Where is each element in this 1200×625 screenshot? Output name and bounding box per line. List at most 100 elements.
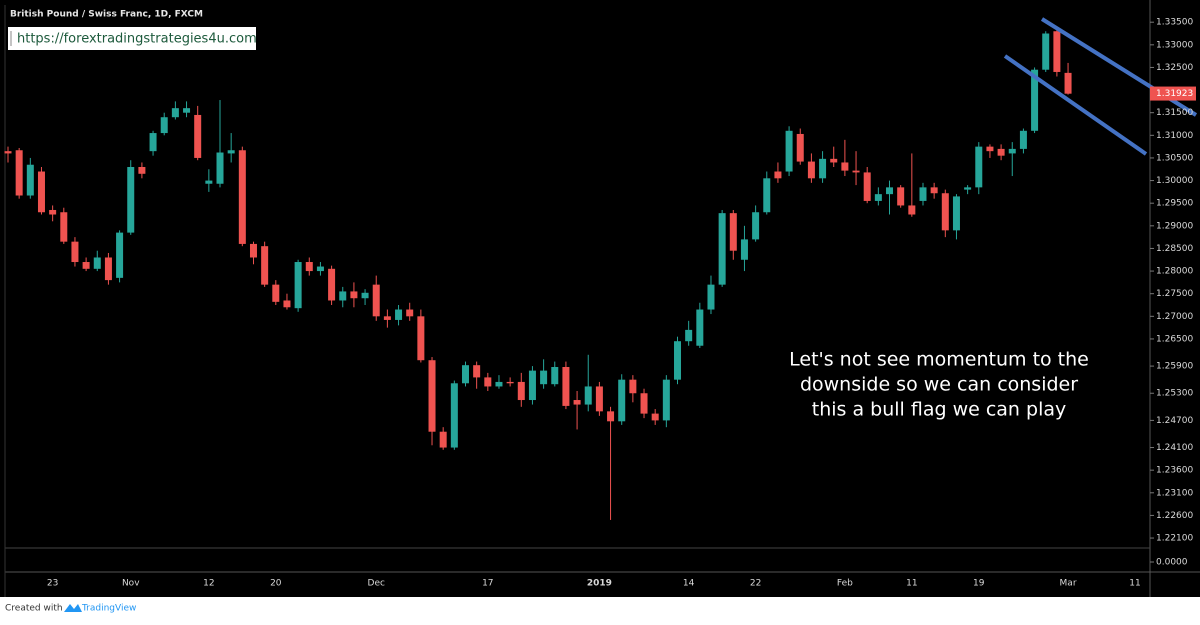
y-tick-label: 1.33500 bbox=[1156, 18, 1193, 28]
candle-body bbox=[1053, 31, 1061, 72]
candle-body bbox=[160, 117, 168, 134]
candle-body bbox=[819, 158, 827, 179]
candle-body bbox=[428, 360, 436, 432]
lower-panel-tick-label: 0.0000 bbox=[1156, 558, 1188, 568]
y-tick-label: 1.28500 bbox=[1156, 244, 1193, 254]
candle-body bbox=[82, 262, 90, 269]
candle-body bbox=[127, 166, 135, 233]
candle-body bbox=[919, 187, 927, 201]
candle-body bbox=[272, 284, 280, 302]
candle-body bbox=[607, 411, 615, 422]
candle-body bbox=[439, 431, 447, 448]
candle-body bbox=[294, 262, 302, 309]
candle-body bbox=[685, 329, 693, 342]
candle-body bbox=[138, 166, 146, 174]
candle-body bbox=[149, 133, 157, 152]
candle-body bbox=[662, 379, 670, 421]
candle-body bbox=[696, 309, 704, 346]
candle-body bbox=[104, 257, 112, 281]
last-price-label: 1.31923 bbox=[1156, 89, 1193, 99]
y-tick-label: 1.29500 bbox=[1156, 199, 1193, 209]
candle-body bbox=[183, 108, 191, 113]
candle-body bbox=[785, 130, 793, 172]
candle-body bbox=[517, 381, 525, 401]
footer-prefix: Created with bbox=[5, 604, 63, 614]
y-tick-label: 1.25300 bbox=[1156, 389, 1193, 399]
y-tick-label: 1.26500 bbox=[1156, 334, 1193, 344]
candle-body bbox=[863, 172, 871, 201]
candle-body bbox=[763, 178, 771, 213]
y-tick-label: 1.25900 bbox=[1156, 362, 1193, 372]
candle-body bbox=[37, 171, 45, 213]
candle-body bbox=[26, 164, 34, 196]
candle-body bbox=[261, 246, 269, 285]
x-tick-label: 23 bbox=[47, 579, 58, 589]
watermark-url: https://forextradingstrategies4u.com bbox=[17, 32, 257, 47]
y-tick-label: 1.32500 bbox=[1156, 63, 1193, 73]
y-tick-label: 1.30500 bbox=[1156, 153, 1193, 163]
candle-body bbox=[975, 146, 983, 188]
candle-body bbox=[796, 133, 804, 162]
candle-body bbox=[528, 370, 536, 401]
x-tick-label: 19 bbox=[973, 579, 985, 589]
footer-background bbox=[0, 597, 1200, 621]
trend-line-lower bbox=[1003, 54, 1148, 156]
candle-body bbox=[49, 209, 57, 215]
candle-body bbox=[1008, 148, 1016, 154]
candle-body bbox=[897, 187, 905, 206]
candle-body bbox=[1031, 69, 1039, 131]
last-price-marker bbox=[1150, 86, 1196, 101]
x-tick-label: Mar bbox=[1060, 579, 1077, 589]
candle-body bbox=[573, 400, 581, 405]
y-tick-label: 1.24700 bbox=[1156, 416, 1193, 426]
candle-body bbox=[361, 292, 369, 299]
candle-body bbox=[350, 291, 358, 299]
candle-body bbox=[60, 212, 68, 242]
candle-body bbox=[339, 291, 347, 301]
candle-body bbox=[194, 114, 202, 158]
candle-body bbox=[283, 300, 291, 308]
candle-body bbox=[205, 180, 213, 184]
x-tick-label: 11 bbox=[906, 579, 917, 589]
candle-body bbox=[1042, 33, 1050, 70]
candle-body bbox=[562, 367, 570, 406]
y-tick-label: 1.23600 bbox=[1156, 466, 1193, 476]
candle-body bbox=[629, 379, 637, 394]
y-tick-label: 1.27500 bbox=[1156, 289, 1193, 299]
candle-body bbox=[15, 150, 23, 196]
candle-body bbox=[718, 213, 726, 285]
y-tick-label: 1.31500 bbox=[1156, 108, 1193, 118]
tradingview-logo bbox=[64, 604, 82, 612]
candle-body bbox=[774, 171, 782, 179]
x-tick-label: 17 bbox=[482, 579, 493, 589]
candle-body bbox=[952, 196, 960, 231]
y-tick-label: 1.22600 bbox=[1156, 511, 1193, 521]
candle-body bbox=[752, 212, 760, 240]
candle-body bbox=[461, 365, 469, 384]
candle-body bbox=[4, 151, 12, 154]
x-tick-label: 14 bbox=[683, 579, 695, 589]
annotation-line: downside so we can consider bbox=[800, 374, 1078, 396]
candle-body bbox=[216, 152, 224, 184]
candles bbox=[4, 28, 1072, 520]
y-tick-label: 1.27000 bbox=[1156, 312, 1193, 322]
chart-title: British Pound / Swiss Franc, 1D, FXCM bbox=[10, 10, 203, 20]
candle-body bbox=[249, 243, 257, 258]
candle-body bbox=[484, 377, 492, 387]
candle-body bbox=[1019, 130, 1027, 149]
candle-body bbox=[495, 381, 503, 387]
candle-body bbox=[841, 162, 849, 171]
x-tick-label: 2019 bbox=[587, 579, 612, 589]
x-tick-label: 11 bbox=[1129, 579, 1140, 589]
candle-body bbox=[997, 148, 1005, 156]
annotation: Let's not see momentum to the downside s… bbox=[789, 349, 1089, 421]
candle-body bbox=[740, 239, 748, 260]
y-tick-label: 1.33000 bbox=[1156, 40, 1193, 50]
candle-body bbox=[674, 341, 682, 380]
candle-body bbox=[584, 386, 592, 405]
y-tick-label: 1.23100 bbox=[1156, 488, 1193, 498]
candle-body bbox=[71, 241, 79, 263]
y-tick-label: 1.30000 bbox=[1156, 176, 1193, 186]
